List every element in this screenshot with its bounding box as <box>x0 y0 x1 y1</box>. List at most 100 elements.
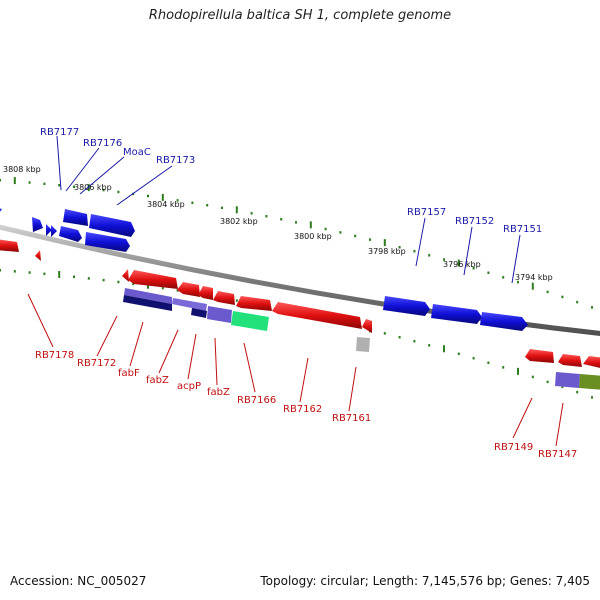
tick-label-3802: 3802 kbp <box>220 217 258 226</box>
gene-arrow[interactable] <box>35 250 41 261</box>
gene-label[interactable]: RB7157 <box>407 207 446 218</box>
tick-label-3808: 3808 kbp <box>3 165 41 174</box>
minor-tick <box>502 276 505 279</box>
minor-tick <box>502 366 505 369</box>
minor-tick <box>561 385 564 389</box>
minor-tick <box>295 221 297 224</box>
gene-arrow[interactable] <box>46 224 52 236</box>
gene-label[interactable]: MoaC <box>123 147 151 158</box>
minor-tick <box>265 214 268 218</box>
leader-line <box>511 234 521 284</box>
minor-tick <box>472 266 475 270</box>
gene-arrow[interactable] <box>558 354 582 367</box>
minor-tick <box>117 280 120 284</box>
major-tick <box>457 259 460 267</box>
gene-arrow[interactable] <box>85 232 130 252</box>
minor-tick <box>487 361 490 364</box>
gene-label[interactable]: RB7149 <box>494 442 533 453</box>
gene-arrow[interactable] <box>122 269 129 282</box>
gene-arrow[interactable] <box>362 319 372 333</box>
minor-tick <box>398 246 401 249</box>
minor-tick <box>102 278 105 282</box>
gene-label[interactable]: RB7173 <box>156 155 195 166</box>
major-tick <box>531 282 534 290</box>
gene-arrow[interactable] <box>177 282 200 297</box>
category-bar <box>207 306 232 323</box>
minor-tick <box>354 234 357 238</box>
forward-gene-labels: RB7177 RB7176 MoaC RB7173 RB7157 RB7152 … <box>40 127 542 235</box>
gene-arrow[interactable] <box>480 312 528 331</box>
leader-line <box>129 321 144 367</box>
leader-line <box>214 337 218 386</box>
major-tick <box>383 239 386 247</box>
minor-tick <box>487 271 490 274</box>
tick-label-3796: 3796 kbp <box>443 260 481 269</box>
leader-line <box>158 329 179 374</box>
gene-arrow[interactable] <box>272 302 362 329</box>
leader-line <box>116 165 173 206</box>
gene-label[interactable]: fabZ <box>146 375 169 386</box>
gene-arrow[interactable] <box>583 356 600 369</box>
category-bar <box>124 288 172 304</box>
minor-tick <box>73 185 75 189</box>
tick-label-3798: 3798 kbp <box>368 247 406 256</box>
leader-line <box>96 315 118 357</box>
minor-tick <box>443 258 445 261</box>
gene-arrow[interactable] <box>198 286 213 300</box>
gene-label[interactable]: RB7172 <box>77 358 116 369</box>
minor-tick <box>383 332 386 335</box>
major-tick <box>161 193 164 201</box>
gene-arrow[interactable] <box>213 291 235 305</box>
minor-tick <box>339 231 342 234</box>
reverse-genes <box>0 239 600 369</box>
gene-label[interactable]: RB7178 <box>35 350 74 361</box>
gene-label[interactable]: RB7161 <box>332 413 371 424</box>
category-bar <box>191 308 207 318</box>
gene-label[interactable]: RB7151 <box>503 224 542 235</box>
minor-tick <box>561 295 564 299</box>
tick-label-3806: 3806 kbp <box>74 183 112 192</box>
gene-arrow[interactable] <box>59 226 82 242</box>
minor-tick <box>176 199 179 202</box>
gene-arrow[interactable] <box>0 239 19 252</box>
minor-tick <box>457 352 460 356</box>
gene-arrow[interactable] <box>0 207 2 219</box>
minor-tick <box>517 280 519 284</box>
gene-arrow[interactable] <box>525 349 554 363</box>
minor-tick <box>235 299 238 302</box>
tick-label-3804: 3804 kbp <box>147 200 185 209</box>
gene-label[interactable]: fabF <box>118 368 140 379</box>
gene-label[interactable]: RB7162 <box>283 404 322 415</box>
gene-label[interactable]: RB7176 <box>83 138 122 149</box>
gene-arrow[interactable] <box>32 217 43 232</box>
category-bar <box>579 374 600 390</box>
leader-line <box>27 293 54 348</box>
minor-tick <box>87 277 90 280</box>
category-bar <box>123 295 172 311</box>
gene-label[interactable]: acpP <box>177 381 201 392</box>
minor-tick <box>28 181 31 184</box>
major-tick <box>235 206 238 214</box>
gene-label[interactable]: RB7166 <box>237 395 276 406</box>
gene-label[interactable]: RB7177 <box>40 127 79 138</box>
gene-arrow[interactable] <box>128 270 178 289</box>
gene-label[interactable]: fabZ <box>207 387 230 398</box>
minor-tick <box>428 254 431 257</box>
major-tick <box>13 177 16 185</box>
gene-label[interactable]: RB7147 <box>538 449 577 460</box>
gene-arrow[interactable] <box>383 296 430 316</box>
major-tick <box>58 271 61 279</box>
forward-genes <box>0 207 528 331</box>
leader-line <box>65 147 100 192</box>
gene-arrow[interactable] <box>431 304 482 324</box>
gene-arrow[interactable] <box>63 209 88 226</box>
minor-tick <box>531 375 534 379</box>
minor-tick <box>428 344 431 347</box>
gene-label[interactable]: RB7152 <box>455 216 494 227</box>
gene-arrow[interactable] <box>236 296 272 311</box>
minor-tick <box>546 290 549 294</box>
gene-arrow[interactable] <box>51 225 57 237</box>
gene-arrow[interactable] <box>89 214 135 237</box>
minor-tick <box>413 339 416 343</box>
